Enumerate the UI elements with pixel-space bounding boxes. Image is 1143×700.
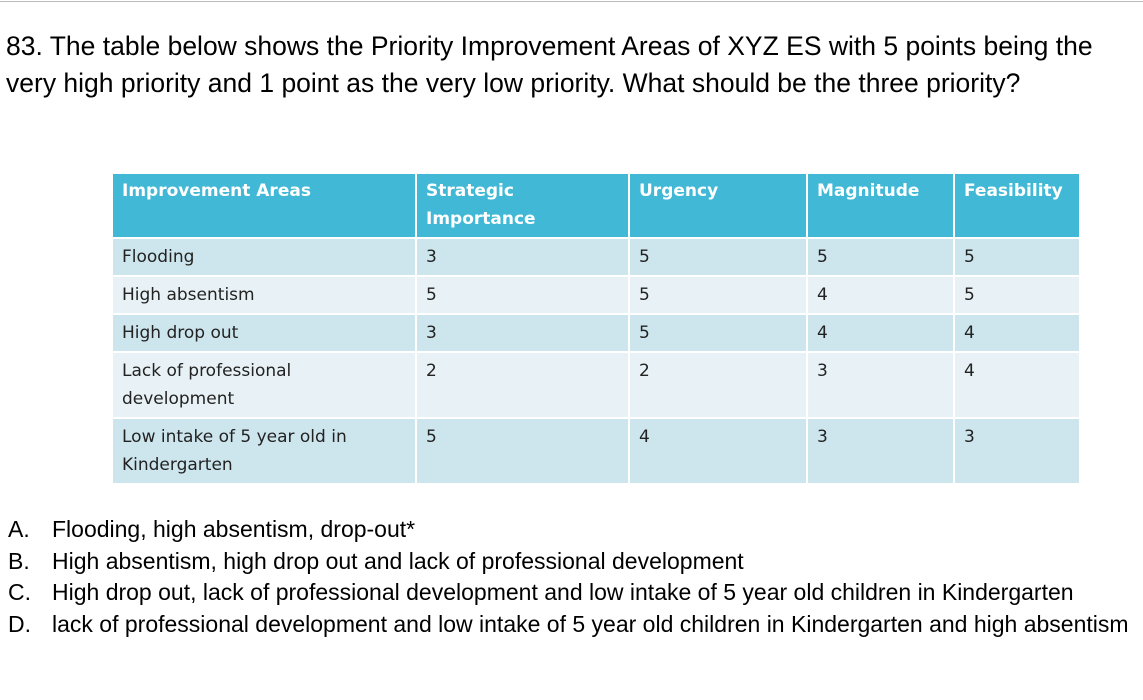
area-cell: High absentism (113, 277, 417, 315)
score-cell: 4 (955, 353, 1081, 419)
divider (0, 1, 1143, 2)
option-text: lack of professional development and low… (52, 610, 1129, 637)
score-cell: 4 (630, 419, 808, 485)
score-cell: 4 (808, 315, 955, 353)
score-cell: 5 (630, 315, 808, 353)
header-row: Improvement Areas Strategic Importance Urg… (113, 174, 1081, 239)
table-row: Lack of professional development 2 2 3 4 (113, 353, 1081, 419)
score-cell: 5 (955, 239, 1081, 277)
score-cell: 3 (955, 419, 1081, 485)
option: A. Flooding, high absentism, drop-out* (0, 514, 1143, 546)
priority-table: Improvement Areas Strategic Importance Urg… (113, 174, 1081, 485)
column-header: Urgency (630, 174, 808, 239)
area-cell: Low intake of 5 year old in Kindergarten (113, 419, 417, 485)
score-cell: 5 (955, 277, 1081, 315)
area-cell: Flooding (113, 239, 417, 277)
table-row: Low intake of 5 year old in Kindergarten… (113, 419, 1081, 485)
score-cell: 4 (808, 277, 955, 315)
option-text: High absentism, high drop out and lack o… (52, 547, 744, 574)
score-cell: 5 (630, 239, 808, 277)
score-cell: 3 (808, 419, 955, 485)
score-cell: 5 (630, 277, 808, 315)
option-letter: C. (8, 579, 31, 605)
option: D. lack of professional development and l… (0, 609, 1143, 641)
score-cell: 5 (808, 239, 955, 277)
table-row: Flooding 3 5 5 5 (113, 239, 1081, 277)
score-cell: 3 (808, 353, 955, 419)
column-header: Strategic Importance (417, 174, 630, 239)
score-cell: 5 (417, 419, 630, 485)
area-cell: High drop out (113, 315, 417, 353)
score-cell: 5 (417, 277, 630, 315)
option-letter: A. (8, 516, 30, 542)
options: A. Flooding, high absentism, drop-out* B. H… (0, 514, 1143, 640)
option: C. High drop out, lack of professional de… (0, 577, 1143, 609)
question-text: 83. The table below shows the Priority I… (6, 31, 1108, 98)
score-cell: 3 (417, 315, 630, 353)
column-header: Magnitude (808, 174, 955, 239)
table-row: High absentism 5 5 4 5 (113, 277, 1081, 315)
column-header: Feasibility (955, 174, 1081, 239)
option-letter: B. (8, 547, 30, 574)
score-cell: 2 (417, 353, 630, 419)
option-text: High drop out, lack of professional deve… (52, 579, 1074, 605)
option-letter: D. (8, 610, 31, 637)
score-cell: 2 (630, 353, 808, 419)
option: B. High absentism, high drop out and lack… (0, 546, 1143, 578)
score-cell: 3 (417, 239, 630, 277)
score-cell: 4 (955, 315, 1081, 353)
table-row: High drop out 3 5 4 4 (113, 315, 1081, 353)
area-cell: Lack of professional development (113, 353, 417, 419)
option-text: Flooding, high absentism, drop-out* (52, 516, 416, 542)
column-header: Improvement Areas (113, 174, 417, 239)
